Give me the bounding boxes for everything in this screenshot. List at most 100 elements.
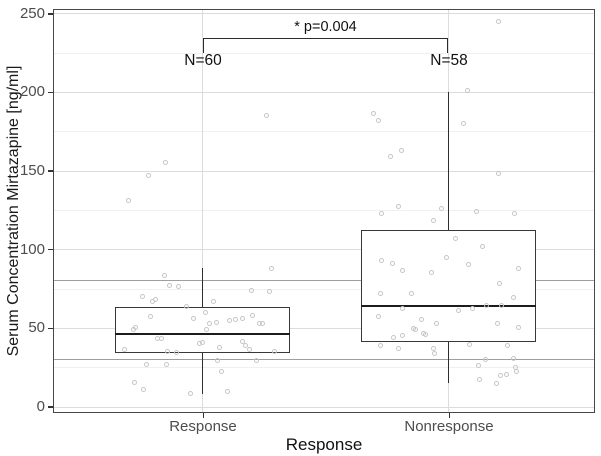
y-tick-label-200: 200 — [19, 83, 45, 101]
jitter-point-response — [264, 112, 269, 118]
x-tick-nonresponse — [448, 413, 450, 418]
whisker-upper-response — [201, 268, 204, 308]
jitter-point-response — [233, 317, 238, 323]
jitter-point-nonresponse — [391, 334, 396, 340]
jitter-point-response — [122, 346, 127, 352]
jitter-point-nonresponse — [419, 317, 424, 323]
x-category-label-nonresponse: Nonresponse — [404, 418, 494, 435]
jitter-point-response — [217, 345, 222, 350]
y-tick-mark-100 — [48, 248, 53, 251]
jitter-point-nonresponse — [423, 332, 428, 338]
jitter-point-response — [243, 343, 248, 349]
jitter-point-response — [144, 362, 149, 368]
jitter-point-nonresponse — [496, 171, 501, 177]
jitter-point-response — [141, 386, 146, 392]
jitter-point-nonresponse — [504, 371, 509, 377]
plot-panel — [53, 9, 595, 413]
jitter-point-response — [165, 348, 170, 354]
jitter-point-response — [148, 314, 153, 320]
jitter-point-response — [269, 265, 274, 271]
y-tick-label-100: 100 — [19, 240, 45, 258]
jitter-point-nonresponse — [431, 217, 436, 223]
jitter-point-nonresponse — [399, 147, 404, 153]
jitter-point-nonresponse — [514, 369, 519, 375]
jitter-point-response — [250, 312, 255, 318]
jitter-point-response — [240, 338, 245, 344]
jitter-point-response — [164, 361, 169, 367]
jitter-point-response — [207, 320, 212, 326]
jitter-point-nonresponse — [497, 281, 502, 287]
gridline-minor-175 — [54, 131, 594, 133]
jitter-point-nonresponse — [484, 303, 489, 309]
whisker-lower-response — [201, 353, 204, 394]
y-axis-title: Serum Concentration Mirtazapine [ng/ml] — [5, 65, 22, 357]
jitter-point-nonresponse — [390, 260, 395, 266]
jitter-point-response — [260, 320, 265, 326]
jitter-point-nonresponse — [371, 111, 376, 117]
jitter-point-nonresponse — [400, 306, 405, 312]
p-value-label: * p=0.004 — [294, 19, 357, 35]
jitter-point-nonresponse — [439, 205, 444, 211]
jitter-point-response — [267, 289, 272, 295]
jitter-point-nonresponse — [516, 325, 521, 331]
jitter-point-response — [126, 197, 131, 203]
jitter-point-nonresponse — [480, 243, 485, 249]
jitter-point-response — [176, 284, 181, 290]
jitter-point-response — [174, 349, 179, 355]
y-tick-mark-50 — [48, 327, 53, 330]
jitter-point-nonresponse — [499, 303, 504, 309]
jitter-point-response — [133, 325, 138, 331]
jitter-point-response — [146, 172, 151, 178]
jitter-point-response — [140, 293, 145, 299]
jitter-point-response — [153, 297, 158, 303]
jitter-point-nonresponse — [512, 210, 517, 216]
y-tick-mark-200 — [48, 91, 53, 94]
jitter-point-nonresponse — [379, 258, 384, 264]
gridline-major-150 — [54, 170, 594, 172]
jitter-point-response — [191, 315, 196, 321]
jitter-point-nonresponse — [476, 363, 481, 369]
y-tick-label-150: 150 — [19, 162, 45, 180]
jitter-point-response — [247, 347, 252, 353]
jitter-point-nonresponse — [434, 320, 439, 326]
jitter-point-nonresponse — [379, 210, 384, 216]
y-tick-label-50: 50 — [28, 319, 45, 337]
jitter-point-response — [159, 335, 164, 341]
y-tick-mark-250 — [48, 13, 53, 15]
jitter-point-nonresponse — [505, 342, 510, 348]
gridline-major-100 — [54, 249, 594, 251]
jitter-point-nonresponse — [376, 117, 381, 123]
jitter-point-nonresponse — [483, 356, 488, 362]
gridline-major-200 — [54, 91, 594, 93]
jitter-point-response — [240, 315, 245, 321]
gridline-major-50 — [54, 327, 594, 329]
jitter-point-response — [254, 357, 259, 363]
y-tick-mark-0 — [48, 406, 53, 408]
n-label-response: N=60 — [184, 52, 222, 69]
jitter-point-nonresponse — [474, 208, 479, 214]
jitter-point-nonresponse — [453, 235, 458, 241]
jitter-point-nonresponse — [429, 269, 434, 275]
y-tick-mark-150 — [48, 170, 53, 172]
jitter-point-nonresponse — [378, 342, 383, 348]
jitter-point-nonresponse — [396, 345, 401, 351]
x-category-label-response: Response — [169, 418, 237, 435]
gridline-major-0 — [54, 406, 594, 408]
jitter-point-nonresponse — [511, 294, 516, 300]
gridline-minor-125 — [54, 209, 594, 211]
jitter-point-nonresponse — [432, 350, 437, 356]
jitter-point-nonresponse — [388, 153, 393, 159]
box-response — [115, 307, 290, 353]
jitter-point-nonresponse — [470, 306, 475, 312]
jitter-point-nonresponse — [494, 381, 499, 387]
jitter-point-nonresponse — [444, 255, 449, 261]
jitter-point-response — [249, 287, 254, 293]
y-tick-label-0: 0 — [36, 398, 45, 415]
jitter-point-nonresponse — [396, 204, 401, 210]
jitter-point-nonresponse — [413, 326, 418, 332]
jitter-point-response — [204, 326, 209, 332]
jitter-point-nonresponse — [465, 87, 470, 93]
gridline-major-250 — [54, 13, 594, 15]
jitter-point-response — [214, 319, 219, 325]
jitter-point-nonresponse — [466, 262, 471, 268]
